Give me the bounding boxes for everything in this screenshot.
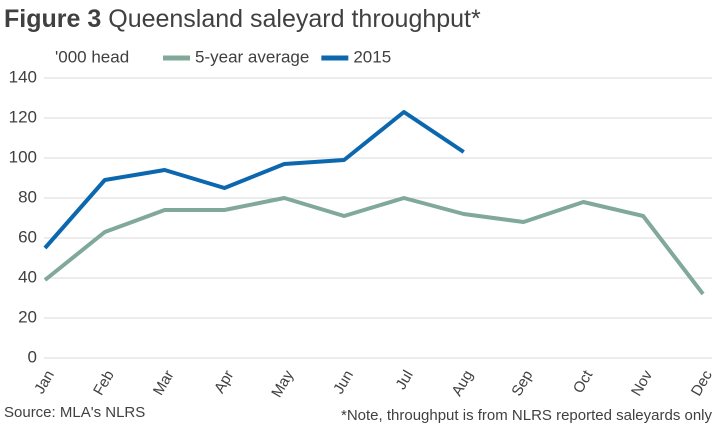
- y-axis-label: '000 head: [55, 47, 129, 66]
- x-tick-label: May: [268, 367, 297, 400]
- y-tick-label: 0: [28, 347, 37, 366]
- y-tick-label: 40: [18, 267, 37, 286]
- y-tick-label: 20: [18, 307, 37, 326]
- x-tick-label: Mar: [150, 367, 178, 398]
- chart-title: Figure 3 Queensland saleyard throughput*: [4, 5, 481, 33]
- y-tick-label: 100: [9, 147, 37, 166]
- x-tick-label: Jul: [392, 367, 416, 392]
- x-tick-label: Aug: [449, 367, 477, 399]
- source: Source: MLA's NLRS: [4, 404, 145, 421]
- x-tick-label: Sep: [508, 367, 536, 399]
- series-line: [43, 110, 465, 250]
- x-tick-label: Dec: [688, 367, 715, 399]
- x-tick-label: Oct: [570, 367, 597, 396]
- x-tick-label: Nov: [628, 367, 656, 399]
- legend-label: 5-year average: [195, 47, 309, 66]
- note: *Note, throughput is from NLRS reported …: [341, 407, 713, 424]
- y-tick-label: 140: [9, 67, 37, 86]
- y-tick-label: 80: [18, 187, 37, 206]
- title-text: Queensland saleyard throughput*: [108, 5, 481, 33]
- x-tick-label: Feb: [90, 367, 118, 398]
- series-line: [43, 196, 705, 296]
- x-tick-label: Jun: [330, 367, 357, 396]
- y-tick-label: 60: [18, 227, 37, 246]
- x-tick-label: Apr: [211, 367, 237, 396]
- title-prefix: Figure 3: [4, 5, 101, 33]
- legend-label: 2015: [353, 47, 391, 66]
- x-tick-label: Jan: [31, 367, 58, 396]
- y-tick-label: 120: [9, 107, 37, 126]
